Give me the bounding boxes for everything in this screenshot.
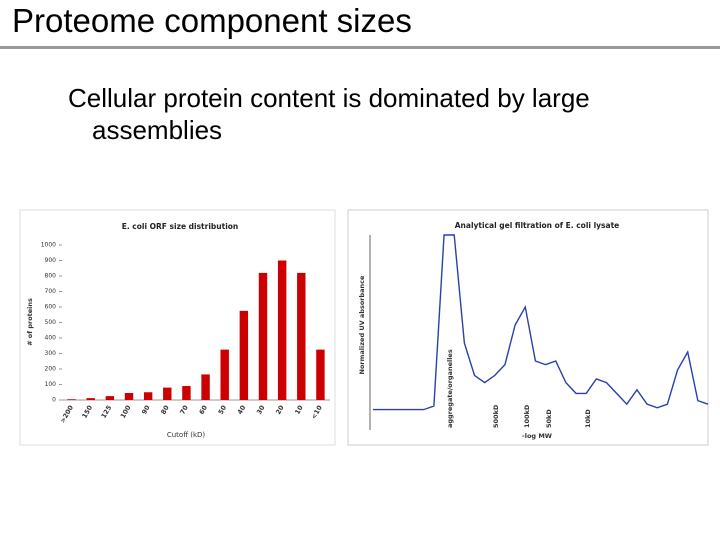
bar bbox=[297, 272, 306, 400]
x-tick-label: 50 bbox=[217, 404, 229, 416]
bar bbox=[201, 374, 210, 400]
y-tick-label: 200 bbox=[45, 366, 57, 373]
annotation: 10kD bbox=[584, 409, 592, 428]
x-tick-label: 60 bbox=[198, 404, 210, 416]
line bbox=[373, 234, 709, 411]
y-axis-label: Normalized UV absorbance bbox=[358, 275, 366, 375]
bar bbox=[124, 393, 134, 400]
x-axis-label: Cutoff (kD) bbox=[167, 431, 206, 439]
bar bbox=[220, 349, 229, 400]
bar bbox=[316, 349, 325, 400]
x-tick-label: 10 bbox=[293, 404, 305, 416]
x-tick-label: 70 bbox=[178, 404, 190, 416]
bar bbox=[239, 310, 249, 400]
annotation: 100kD bbox=[523, 404, 531, 428]
y-tick-label: 600 bbox=[45, 304, 57, 311]
slide-title: Proteome component sizes bbox=[12, 2, 412, 39]
x-tick-label: 90 bbox=[140, 404, 152, 416]
y-tick-label: 1000 bbox=[41, 242, 56, 249]
chart-title: Analytical gel filtration of E. coli lys… bbox=[455, 221, 620, 230]
y-tick-label: 0 bbox=[52, 397, 56, 404]
bar bbox=[277, 260, 287, 400]
y-tick-label: 700 bbox=[45, 288, 57, 295]
bar bbox=[143, 392, 153, 400]
x-tick-label: 80 bbox=[159, 404, 171, 416]
title-rule bbox=[0, 46, 720, 49]
bar bbox=[182, 386, 191, 400]
y-tick-label: 400 bbox=[45, 335, 57, 342]
y-tick-label: 100 bbox=[45, 381, 57, 388]
x-tick-label: 40 bbox=[236, 404, 248, 416]
bar bbox=[86, 398, 95, 400]
y-tick-label: 800 bbox=[45, 273, 57, 280]
annotation: 50kD bbox=[545, 409, 553, 428]
x-tick-label: 20 bbox=[274, 404, 286, 416]
chart-frame bbox=[347, 209, 709, 446]
annotation: 500kD bbox=[492, 404, 500, 428]
x-axis-label: -log MW bbox=[522, 432, 552, 440]
annotation: aggregate/organelles bbox=[446, 349, 454, 428]
bar bbox=[105, 396, 115, 400]
bullet: Cellular protein content is dominated by… bbox=[68, 83, 590, 145]
x-tick-label: 30 bbox=[255, 404, 267, 416]
y-tick-label: 300 bbox=[45, 350, 57, 357]
bar bbox=[163, 387, 172, 400]
bar bbox=[67, 399, 76, 400]
y-tick-label: 900 bbox=[45, 257, 57, 264]
y-tick-label: 500 bbox=[45, 319, 57, 326]
chart-title: E. coli ORF size distribution bbox=[122, 222, 239, 231]
bar bbox=[258, 272, 268, 400]
y-axis-label: # of proteins bbox=[26, 298, 34, 346]
